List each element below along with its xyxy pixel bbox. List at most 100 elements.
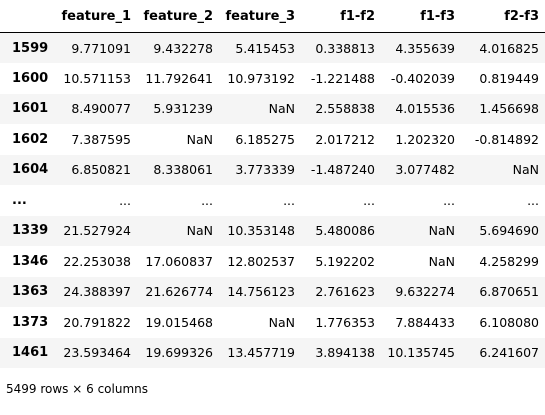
table-cell: 21.626774 [145, 284, 213, 300]
table-cell: NaN [186, 131, 213, 147]
column-header-feature-3: feature_3 [219, 0, 301, 33]
table-cell: -1.487240 [310, 162, 375, 178]
table-cell: 4.355639 [395, 40, 455, 56]
dataframe-shape-caption: 5499 rows × 6 columns [6, 382, 148, 396]
column-header-f2-f3: f2-f3 [461, 0, 545, 33]
table-row: 1600 10.571153 11.792641 10.973192 -1.22… [0, 63, 545, 94]
table-cell: NaN [186, 223, 213, 239]
table-body: 1599 9.771091 9.432278 5.415453 0.338813… [0, 32, 545, 368]
table-cell: 2.558838 [315, 101, 375, 117]
table-cell: ... [283, 192, 295, 208]
table-cell: NaN [512, 162, 539, 178]
table-row: 1461 23.593464 19.699326 13.457719 3.894… [0, 337, 545, 368]
table-cell: 6.185275 [235, 131, 295, 147]
table-cell: 22.253038 [63, 253, 131, 269]
row-index: 1461 [12, 345, 49, 361]
table-cell: ... [201, 192, 213, 208]
table-cell: 2.761623 [315, 284, 375, 300]
table-cell: 5.415453 [235, 40, 295, 56]
index-header [0, 0, 56, 33]
table-cell: 11.792641 [145, 70, 213, 86]
table-cell: 3.773339 [235, 162, 295, 178]
table-cell: 19.015468 [145, 314, 213, 330]
table-row: 1604 6.850821 8.338061 3.773339 -1.48724… [0, 154, 545, 185]
row-index: 1339 [12, 223, 49, 239]
table-cell: 1.776353 [315, 314, 375, 330]
dataframe-table: feature_1 feature_2 feature_3 f1-f2 f1-f… [0, 0, 545, 368]
table-cell: 8.338061 [153, 162, 213, 178]
table-cell: 10.973192 [227, 70, 295, 86]
table-cell: 6.241607 [479, 345, 539, 361]
table-cell: ... [363, 192, 375, 208]
table-cell: 5.480086 [315, 223, 375, 239]
row-index: 1599 [12, 40, 49, 56]
table-cell: 4.258299 [479, 253, 539, 269]
table-cell: NaN [428, 223, 455, 239]
table-cell: 9.632274 [395, 284, 455, 300]
table-row: 1339 21.527924 NaN 10.353148 5.480086 Na… [0, 215, 545, 246]
row-index: ... [12, 192, 27, 208]
row-index: 1363 [12, 284, 49, 300]
table-cell: 9.771091 [71, 40, 131, 56]
column-header-f1-f3: f1-f3 [381, 0, 461, 33]
table-cell: 10.353148 [227, 223, 295, 239]
table-row: 1602 7.387595 NaN 6.185275 2.017212 1.20… [0, 124, 545, 155]
table-cell: 21.527924 [63, 223, 131, 239]
table-row: 1346 22.253038 17.060837 12.802537 5.192… [0, 246, 545, 277]
table-cell: 17.060837 [145, 253, 213, 269]
table-cell: -1.221488 [310, 70, 375, 86]
header-row: feature_1 feature_2 feature_3 f1-f2 f1-f… [0, 0, 545, 33]
table-cell: 5.192202 [315, 253, 375, 269]
table-cell: 7.387595 [71, 131, 131, 147]
table-cell: 0.819449 [479, 70, 539, 86]
table-cell: 5.694690 [479, 223, 539, 239]
table-row: 1373 20.791822 19.015468 NaN 1.776353 7.… [0, 307, 545, 338]
row-index: 1346 [12, 253, 49, 269]
table-header: feature_1 feature_2 feature_3 f1-f2 f1-f… [0, 0, 545, 33]
table-cell: 10.135745 [387, 345, 455, 361]
column-header-feature-1: feature_1 [56, 0, 137, 33]
table-cell: 3.894138 [315, 345, 375, 361]
table-cell: 2.017212 [315, 131, 375, 147]
table-cell: 1.456698 [479, 101, 539, 117]
table-row-ellipsis: ... ... ... ... ... ... ... [0, 185, 545, 216]
table-cell: 14.756123 [227, 284, 295, 300]
table-cell: 20.791822 [63, 314, 131, 330]
table-cell: 9.432278 [153, 40, 213, 56]
table-cell: 6.108080 [479, 314, 539, 330]
table-row: 1599 9.771091 9.432278 5.415453 0.338813… [0, 32, 545, 63]
table-cell: 10.571153 [63, 70, 131, 86]
table-cell: 8.490077 [71, 101, 131, 117]
table-cell: 4.015536 [395, 101, 455, 117]
row-index: 1373 [12, 314, 49, 330]
table-cell: 24.388397 [63, 284, 131, 300]
table-cell: NaN [268, 101, 295, 117]
table-cell: NaN [428, 253, 455, 269]
table-cell: 19.699326 [145, 345, 213, 361]
table-cell: 7.884433 [395, 314, 455, 330]
table-cell: -0.402039 [390, 70, 455, 86]
table-cell: -0.814892 [474, 131, 539, 147]
table-cell: 4.016825 [479, 40, 539, 56]
table-cell: 1.202320 [395, 131, 455, 147]
table-cell: 5.931239 [153, 101, 213, 117]
table-cell: 6.850821 [71, 162, 131, 178]
table-cell: NaN [268, 314, 295, 330]
table-cell: ... [119, 192, 131, 208]
table-row: 1601 8.490077 5.931239 NaN 2.558838 4.01… [0, 93, 545, 124]
row-index: 1602 [12, 131, 49, 147]
row-index: 1600 [12, 70, 49, 86]
table-row: 1363 24.388397 21.626774 14.756123 2.761… [0, 276, 545, 307]
table-cell: ... [527, 192, 539, 208]
row-index: 1604 [12, 162, 49, 178]
table-cell: 12.802537 [227, 253, 295, 269]
table-cell: 3.077482 [395, 162, 455, 178]
column-header-feature-2: feature_2 [137, 0, 219, 33]
table-cell: 23.593464 [63, 345, 131, 361]
column-header-f1-f2: f1-f2 [301, 0, 381, 33]
table-cell: ... [443, 192, 455, 208]
row-index: 1601 [12, 101, 49, 117]
table-cell: 0.338813 [315, 40, 375, 56]
table-cell: 6.870651 [479, 284, 539, 300]
